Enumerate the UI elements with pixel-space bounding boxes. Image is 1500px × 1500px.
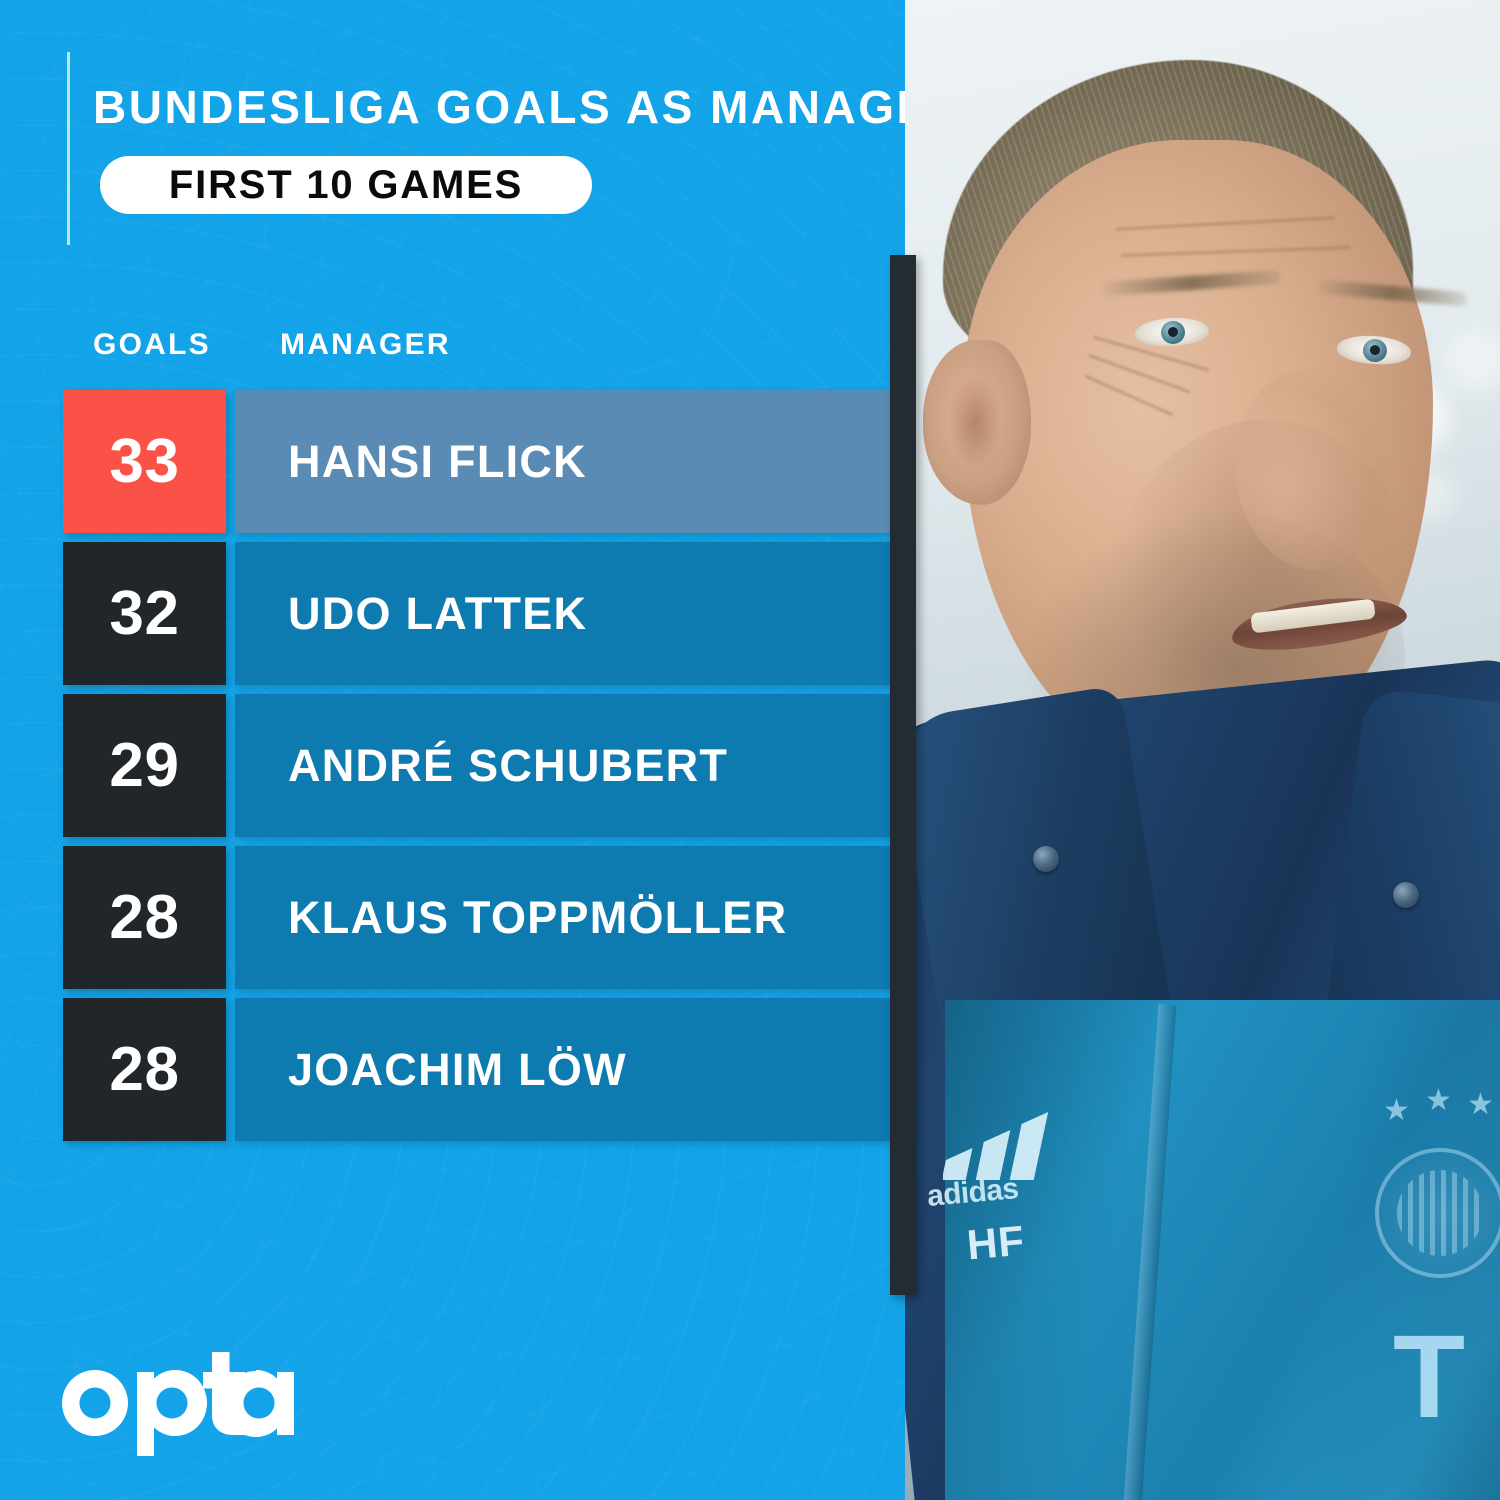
manager-name-bar: UDO LATTEK: [235, 542, 890, 685]
goal-count-value: 28: [109, 1034, 180, 1104]
goal-count-box: 29: [63, 694, 226, 837]
jacket-stud: [1033, 846, 1059, 872]
club-crest-inner: [1397, 1170, 1483, 1256]
table-row: 32 UDO LATTEK: [63, 542, 890, 685]
jacket-initials: HF: [965, 1216, 1027, 1269]
manager-name-bar: JOACHIM LÖW: [235, 998, 890, 1141]
goal-count-box: 28: [63, 846, 226, 989]
ranking-table: 33 HANSI FLICK 32 UDO LATTEK 29 ANDRÉ SC…: [63, 390, 890, 1150]
manager-name-label: ANDRÉ SCHUBERT: [288, 740, 729, 791]
left-info-panel: BUNDESLIGA GOALS AS MANAGER FIRST 10 GAM…: [0, 0, 912, 1500]
vertical-divider-bar: [890, 255, 916, 1295]
nose: [1235, 370, 1385, 570]
crest-star-icon: ★: [1383, 1094, 1410, 1127]
bokeh-light: [1445, 330, 1500, 392]
manager-name-label: UDO LATTEK: [288, 588, 588, 639]
goal-count-value: 28: [109, 882, 180, 952]
subject-photo: adidas HF ★ ★ ★ ★ T: [905, 0, 1500, 1500]
column-header-manager: MANAGER: [280, 328, 451, 361]
table-row: 28 KLAUS TOPPMÖLLER: [63, 846, 890, 989]
goal-count-box: 28: [63, 998, 226, 1141]
manager-name-bar: ANDRÉ SCHUBERT: [235, 694, 890, 837]
iris: [1362, 338, 1388, 363]
column-header-goals: GOALS: [93, 328, 211, 361]
crest-star-icon: ★: [1425, 1084, 1452, 1117]
iris: [1160, 320, 1186, 345]
sponsor-logo: T: [1393, 1311, 1468, 1443]
goal-count-box: 33: [63, 390, 226, 533]
header-accent-rule: [67, 52, 70, 245]
jacket-stud: [1393, 882, 1419, 908]
adidas-icon: [943, 1112, 1049, 1180]
manager-name-label: HANSI FLICK: [288, 436, 587, 487]
table-row: 28 JOACHIM LÖW: [63, 998, 890, 1141]
page-title: BUNDESLIGA GOALS AS MANAGER: [93, 81, 912, 133]
club-crest-icon: [1375, 1148, 1500, 1278]
table-row: 29 ANDRÉ SCHUBERT: [63, 694, 890, 837]
goal-count-value: 29: [109, 730, 180, 800]
opta-logo: [62, 1352, 294, 1456]
manager-name-label: JOACHIM LÖW: [288, 1044, 627, 1095]
manager-name-bar: KLAUS TOPPMÖLLER: [235, 846, 890, 989]
table-row: 33 HANSI FLICK: [63, 390, 890, 533]
goal-count-box: 32: [63, 542, 226, 685]
ear-inner-shadow: [949, 376, 1001, 468]
goal-count-value: 32: [109, 578, 180, 648]
crest-star-icon: ★: [1467, 1088, 1494, 1121]
manager-name-label: KLAUS TOPPMÖLLER: [288, 892, 788, 943]
manager-name-bar: HANSI FLICK: [235, 390, 890, 533]
goal-count-value: 33: [109, 426, 180, 496]
subtitle-label: FIRST 10 GAMES: [168, 163, 524, 207]
subtitle-pill: FIRST 10 GAMES: [100, 156, 592, 214]
